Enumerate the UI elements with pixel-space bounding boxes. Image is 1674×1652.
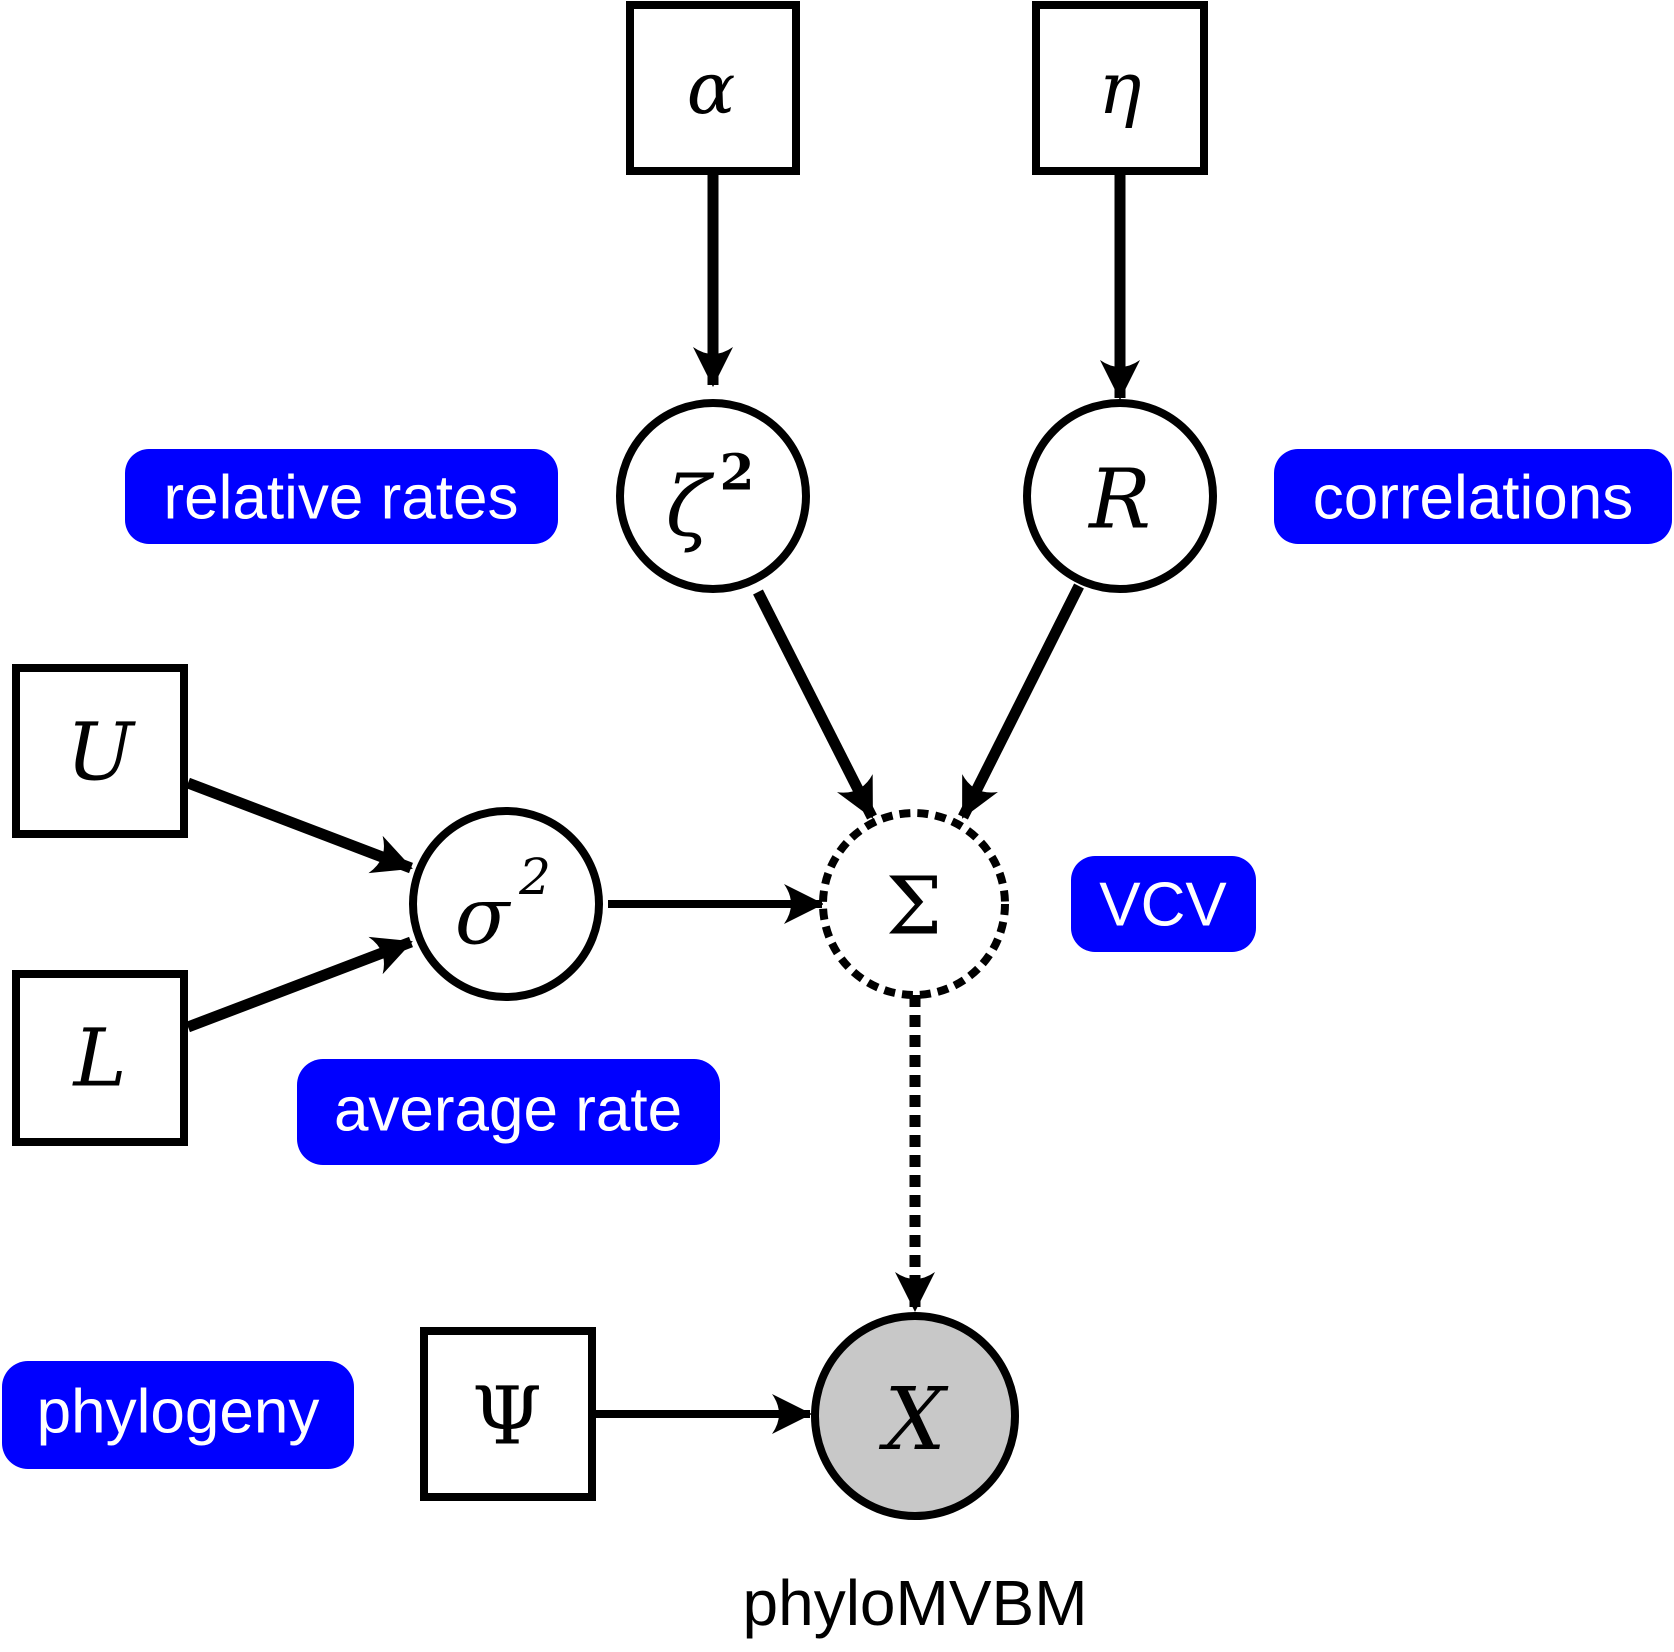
node-R-symbol: R [1087,453,1151,548]
tag-average-rate-text: average rate [334,1076,682,1145]
node-alpha-symbol: α [687,46,736,130]
node-alpha: α [626,1,800,175]
tag-average-rate: average rate [297,1059,720,1165]
node-sigma2-superscript: 2 [518,848,551,906]
node-U-symbol: U [66,706,136,799]
node-X-symbol: X [878,1370,949,1470]
tag-relative-rates: relative rates [125,449,558,544]
tag-relative-rates-text: relative rates [164,464,519,533]
node-Sigma-vcv: Σ [819,809,1009,999]
node-Psi-symbol: Ψ [472,1370,542,1463]
edge-L-to-sigma2 [186,936,413,1033]
tag-phylogeny-text: phylogeny [37,1378,320,1447]
node-sigma2: σ 2 [409,807,603,1001]
node-Psi: Ψ [420,1327,596,1501]
edges [186,172,1140,1434]
edge-R-to-sigma-vcv [958,583,1084,820]
diagram-caption: phyloMVBM [743,1567,1088,1639]
node-L-symbol: L [71,1012,126,1105]
node-sigma2-symbol: σ [455,870,512,963]
edge-U-to-sigma2 [186,777,413,874]
edge-zeta2-to-sigma-vcv [753,589,877,820]
node-Sigma-symbol: Σ [886,860,943,953]
node-zeta2: ζ 2 [616,399,810,593]
node-zeta2-symbol: ζ [666,461,715,556]
tag-vcv: VCV [1071,856,1256,952]
tag-correlations-text: correlations [1313,464,1633,533]
node-U: U [12,664,188,838]
node-R: R [1023,399,1217,593]
node-eta: η [1032,1,1208,175]
tag-correlations: correlations [1274,449,1672,544]
tag-vcv-text: VCV [1099,871,1227,940]
tag-phylogeny: phylogeny [2,1361,354,1469]
node-zeta2-superscript: 2 [720,443,755,502]
node-eta-symbol: η [1098,46,1141,130]
node-X: X [811,1312,1019,1520]
node-L: L [12,970,188,1146]
